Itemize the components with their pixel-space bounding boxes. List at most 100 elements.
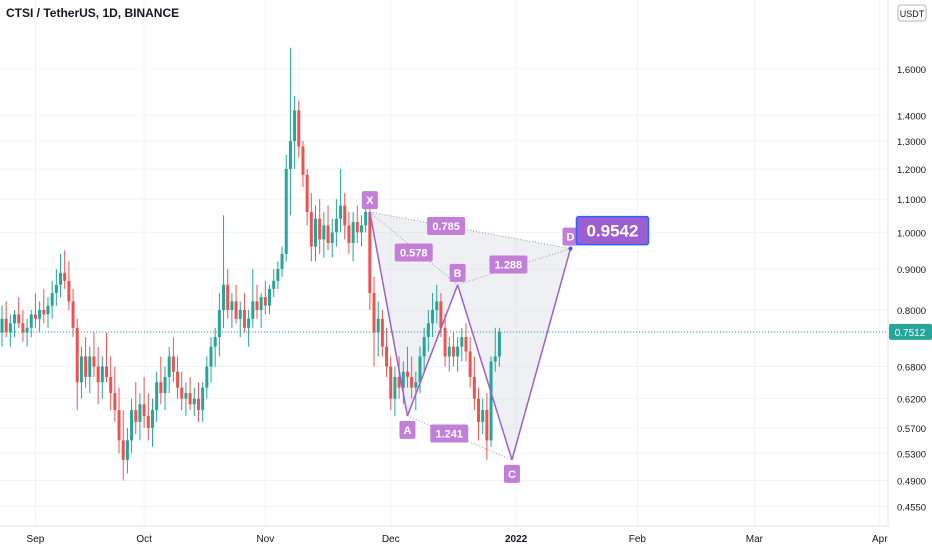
- candle: [222, 215, 226, 328]
- candle: [263, 280, 267, 315]
- symbol-title: CTSI / TetherUS, 1D, BINANCE: [6, 6, 179, 20]
- candle-body: [460, 337, 464, 347]
- pattern-labels: X A B C D 0.578 0.785 1.288 1.241 0.9542: [361, 191, 650, 483]
- candle-body: [380, 318, 384, 347]
- ratio-badge: [430, 424, 469, 443]
- last-price-tag: 0.7512: [889, 323, 932, 340]
- candle-body: [205, 366, 209, 388]
- price-tick-label: 0.4550: [897, 502, 926, 513]
- candle: [247, 309, 251, 347]
- candle: [171, 337, 175, 383]
- ratio-badge: [394, 243, 433, 262]
- candle-body: [293, 110, 297, 142]
- candle: [272, 269, 276, 298]
- ratio-line-xd: [369, 211, 571, 250]
- candle-body: [456, 346, 460, 357]
- pattern-point-c: C: [503, 464, 520, 483]
- candle: [109, 356, 113, 411]
- price-tick-label: 0.9000: [897, 265, 926, 276]
- currency-badge[interactable]: USDT: [897, 4, 927, 22]
- candle-body: [322, 225, 326, 240]
- pattern-point-x: X: [361, 191, 378, 210]
- candle: [414, 371, 418, 411]
- candle: [125, 427, 129, 474]
- pattern-leg-bc[interactable]: [456, 284, 513, 461]
- candle: [451, 332, 455, 367]
- candle: [0, 305, 4, 347]
- price-tick-label: 1.0000: [897, 228, 926, 239]
- candle-body: [451, 346, 455, 357]
- pattern-leg-cd[interactable]: [511, 248, 572, 461]
- candle: [130, 398, 134, 454]
- pattern-leg-xa[interactable]: [369, 211, 409, 417]
- time-tick-label: Feb: [629, 534, 647, 545]
- candle: [301, 141, 305, 187]
- candles: [0, 47, 501, 481]
- time-tick-label: Apr: [872, 534, 888, 545]
- candle: [456, 337, 460, 372]
- candle-body: [347, 225, 351, 243]
- candle-body: [464, 337, 468, 352]
- candle-body: [109, 376, 113, 394]
- price-tick-label: 1.2000: [897, 165, 926, 176]
- candle-body: [255, 301, 259, 310]
- candle-body: [176, 371, 180, 388]
- candle: [431, 293, 435, 338]
- target-price-label[interactable]: 0.9542: [568, 215, 650, 251]
- candle: [435, 284, 439, 324]
- candle-body: [150, 410, 154, 428]
- candle: [305, 168, 309, 226]
- candle-body: [359, 225, 363, 233]
- pattern-triangle-bcd: [457, 248, 571, 460]
- candle: [42, 288, 46, 324]
- candle-body: [100, 366, 104, 383]
- last-price-badge: [889, 323, 932, 340]
- candle-body: [431, 309, 435, 324]
- candle: [334, 199, 338, 247]
- candle-body: [234, 301, 238, 319]
- candle-body: [368, 212, 372, 294]
- candle-body: [472, 376, 476, 399]
- candle: [314, 205, 317, 262]
- target-point-marker: [568, 246, 573, 251]
- candle: [385, 327, 389, 377]
- candle: [276, 261, 280, 289]
- time-axis-ticks[interactable]: Sep Oct Nov Dec 2022 Feb Mar Apr: [27, 534, 889, 545]
- candle-body: [105, 366, 108, 377]
- candle: [242, 293, 246, 333]
- price-tick-label: 1.1000: [897, 195, 926, 206]
- candle: [150, 398, 154, 447]
- candle-body: [389, 366, 393, 399]
- candle: [380, 309, 384, 357]
- candle: [226, 269, 230, 319]
- time-axis-background: [0, 526, 888, 550]
- time-tick-label: Dec: [382, 534, 400, 545]
- candle-body: [385, 346, 389, 367]
- candle: [284, 154, 288, 262]
- candle-body: [238, 309, 242, 319]
- pattern-leg-ab[interactable]: [406, 284, 459, 417]
- candle: [92, 332, 96, 377]
- candle: [288, 47, 292, 216]
- price-tick-label: 0.6800: [897, 363, 926, 374]
- price-axis-ticks[interactable]: 0.4550 0.4900 0.5300 0.5700 0.6200 0.6800 0.75…: [897, 65, 926, 514]
- candle-body: [59, 272, 63, 285]
- candle-body: [117, 410, 121, 441]
- candle-body: [171, 356, 175, 372]
- candle: [46, 297, 50, 328]
- candle-body: [21, 323, 25, 333]
- candle: [196, 382, 200, 422]
- candle-body: [410, 376, 414, 388]
- candle-body: [301, 146, 305, 175]
- candle: [426, 309, 430, 352]
- candle: [54, 269, 58, 306]
- ratio-label-xd: 0.785: [427, 216, 466, 235]
- candle-body: [96, 366, 100, 383]
- candle-body: [138, 404, 142, 422]
- candle: [38, 301, 42, 333]
- candle-body: [125, 440, 129, 460]
- candle-body: [443, 327, 447, 357]
- time-tick-label: 2022: [505, 534, 528, 545]
